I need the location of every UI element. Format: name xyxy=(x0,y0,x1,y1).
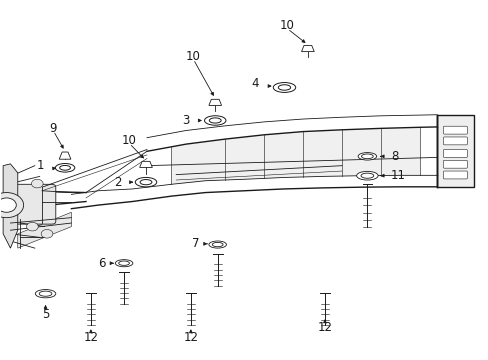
Circle shape xyxy=(31,179,43,188)
Polygon shape xyxy=(380,127,419,176)
Text: 8: 8 xyxy=(390,150,397,163)
FancyBboxPatch shape xyxy=(443,126,467,134)
Text: 5: 5 xyxy=(42,308,49,321)
Polygon shape xyxy=(341,129,380,176)
Polygon shape xyxy=(18,212,71,248)
Polygon shape xyxy=(59,152,71,159)
Text: 10: 10 xyxy=(280,19,294,32)
Polygon shape xyxy=(224,135,264,180)
Text: 11: 11 xyxy=(390,169,405,182)
Polygon shape xyxy=(303,130,341,177)
FancyBboxPatch shape xyxy=(443,160,467,168)
FancyBboxPatch shape xyxy=(6,184,56,224)
Polygon shape xyxy=(264,132,303,179)
Text: 6: 6 xyxy=(98,257,105,270)
Text: 1: 1 xyxy=(37,159,44,172)
Text: 12: 12 xyxy=(83,330,98,343)
Ellipse shape xyxy=(115,260,133,267)
Circle shape xyxy=(26,222,38,231)
Polygon shape xyxy=(171,139,224,184)
Ellipse shape xyxy=(35,289,56,298)
Ellipse shape xyxy=(55,163,75,172)
Text: 3: 3 xyxy=(182,114,189,127)
Text: 12: 12 xyxy=(183,330,198,343)
Ellipse shape xyxy=(278,85,290,90)
Polygon shape xyxy=(3,164,18,248)
Ellipse shape xyxy=(212,242,223,247)
Ellipse shape xyxy=(273,82,295,93)
Ellipse shape xyxy=(60,166,70,170)
Text: 10: 10 xyxy=(185,50,201,63)
Ellipse shape xyxy=(361,154,372,159)
Ellipse shape xyxy=(39,291,52,296)
Text: 12: 12 xyxy=(317,320,332,333)
Polygon shape xyxy=(208,99,221,105)
Text: 9: 9 xyxy=(49,122,57,135)
Circle shape xyxy=(41,229,53,238)
Circle shape xyxy=(0,193,23,218)
Ellipse shape xyxy=(208,241,226,248)
Ellipse shape xyxy=(140,180,152,185)
Ellipse shape xyxy=(119,261,129,265)
Polygon shape xyxy=(140,161,152,167)
Text: 2: 2 xyxy=(114,176,122,189)
Ellipse shape xyxy=(204,116,225,125)
FancyBboxPatch shape xyxy=(443,171,467,179)
Polygon shape xyxy=(301,45,314,51)
Text: 10: 10 xyxy=(122,134,137,147)
Text: 4: 4 xyxy=(251,77,259,90)
FancyBboxPatch shape xyxy=(443,137,467,145)
Text: 7: 7 xyxy=(192,237,199,250)
FancyBboxPatch shape xyxy=(443,149,467,157)
Ellipse shape xyxy=(209,118,221,123)
Ellipse shape xyxy=(357,153,376,160)
Ellipse shape xyxy=(360,173,373,178)
Circle shape xyxy=(0,198,16,212)
Ellipse shape xyxy=(135,177,157,187)
Polygon shape xyxy=(436,115,473,187)
Ellipse shape xyxy=(356,171,377,180)
